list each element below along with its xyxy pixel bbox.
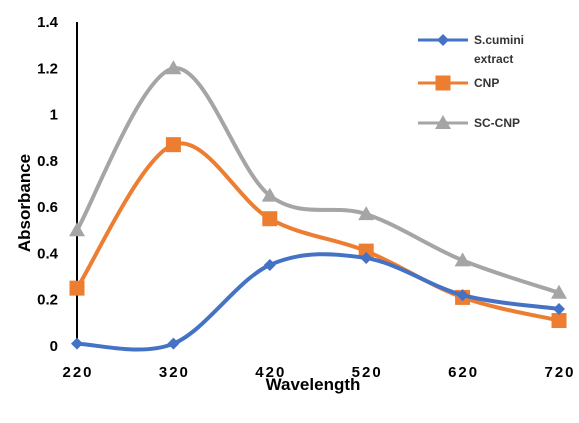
x-tick-label: 520 (352, 364, 383, 381)
data-point-diamond (71, 337, 83, 350)
y-axis-title: Absorbance (15, 154, 34, 252)
y-tick-label: 1.4 (37, 14, 59, 31)
y-tick-label: 0.2 (37, 292, 58, 309)
legend-marker-square (435, 75, 451, 91)
legend: S.cumini extract CNP SC-CNP (418, 33, 524, 130)
y-tick-label: 0.4 (37, 245, 59, 262)
y-tick-label: 1.2 (37, 60, 58, 77)
y-tick-label: 0.6 (37, 199, 58, 216)
x-tick-label: 420 (255, 364, 286, 381)
data-point-diamond (360, 252, 373, 265)
legend-entry: S.cumini extract (418, 33, 524, 66)
x-axis-title: Wavelength (266, 375, 361, 394)
legend-label: CNP (474, 76, 499, 90)
data-point-square (358, 243, 374, 259)
data-point-triangle (165, 60, 182, 75)
data-point-triangle (454, 252, 471, 267)
data-point-square (551, 313, 567, 329)
data-point-diamond (456, 289, 469, 302)
x-tick-label: 620 (448, 364, 479, 381)
data-point-square (262, 211, 278, 227)
legend-label: S.cumini (474, 33, 524, 47)
series-line (75, 141, 561, 323)
series-layer (69, 60, 567, 352)
series-1 (71, 252, 565, 352)
y-tick-label: 1 (50, 107, 58, 124)
legend-label: SC-CNP (474, 116, 520, 130)
series-line (75, 66, 561, 295)
data-point-diamond (167, 337, 180, 350)
data-point-square (165, 137, 181, 153)
data-point-square (69, 280, 85, 296)
y-tick-labels: 0 0.2 0.4 0.6 0.8 1 1.2 1.4 (37, 14, 59, 355)
legend-marker-triangle (435, 115, 451, 129)
data-point-triangle (358, 206, 375, 221)
data-point-triangle (551, 284, 567, 299)
y-tick-label: 0.8 (37, 153, 58, 170)
legend-marker-diamond (437, 34, 449, 46)
x-tick-labels: 220 320 420 520 620 720 (62, 364, 575, 381)
legend-entry: SC-CNP (418, 115, 520, 130)
data-point-triangle (261, 187, 278, 202)
legend-entry: CNP (418, 75, 499, 91)
data-point-diamond (263, 259, 276, 271)
data-point-diamond (553, 302, 565, 315)
x-tick-label: 220 (62, 364, 93, 381)
data-point-triangle (69, 222, 85, 237)
x-tick-label: 720 (544, 364, 575, 381)
x-tick-label: 320 (159, 364, 190, 381)
series-3 (69, 60, 567, 299)
y-tick-label: 0 (50, 338, 58, 355)
legend-label: extract (474, 52, 513, 66)
